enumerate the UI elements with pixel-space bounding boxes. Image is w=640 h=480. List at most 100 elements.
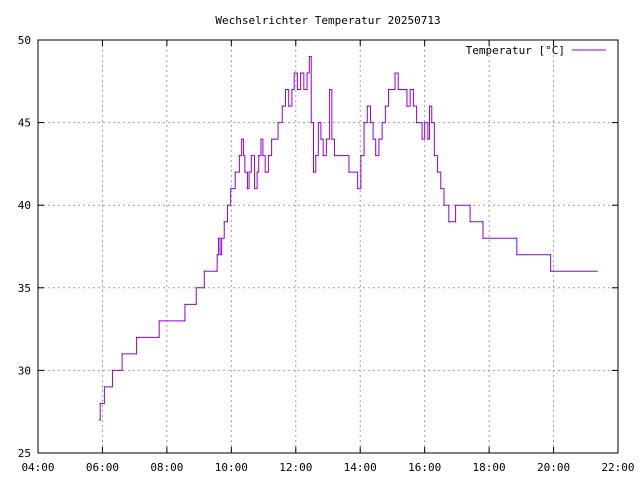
- data-point: [271, 138, 273, 140]
- x-tick-label: 20:00: [537, 461, 570, 474]
- data-point: [353, 171, 355, 173]
- grid-lines: [38, 40, 618, 453]
- data-point: [111, 386, 113, 388]
- data-point: [329, 88, 331, 91]
- data-point: [338, 155, 340, 157]
- data-point: [409, 88, 411, 91]
- data-point: [234, 171, 236, 173]
- series-line-temperatur: [99, 56, 598, 421]
- y-tick-label: 30: [18, 364, 31, 377]
- data-point: [348, 171, 350, 173]
- legend: Temperatur [°C]: [466, 44, 606, 57]
- data-point: [397, 88, 399, 91]
- x-tick-label: 04:00: [21, 461, 54, 474]
- data-point: [331, 138, 333, 140]
- x-tick-label: 12:00: [279, 461, 312, 474]
- data-point: [121, 369, 123, 371]
- data-point: [401, 88, 403, 91]
- data-point: [219, 254, 221, 256]
- data-point: [360, 155, 362, 157]
- data-point: [369, 122, 372, 124]
- data-point: [288, 105, 290, 107]
- data-point: [443, 204, 445, 206]
- data-point: [387, 88, 390, 91]
- legend-label: Temperatur [°C]: [466, 44, 565, 57]
- x-tick-label: 14:00: [344, 461, 377, 474]
- chart-title: Wechselrichter Temperatur 20250713: [215, 14, 440, 27]
- data-point: [416, 122, 418, 124]
- data-point: [184, 320, 186, 322]
- data-point: [256, 171, 258, 173]
- data-point: [325, 138, 327, 140]
- data-point: [184, 303, 186, 305]
- data-point: [99, 402, 101, 405]
- data-point: [375, 155, 377, 157]
- data-point: [384, 105, 386, 107]
- data-point: [260, 138, 262, 140]
- y-tick-label: 45: [18, 117, 31, 130]
- x-tick-label: 18:00: [473, 461, 506, 474]
- data-point: [300, 72, 302, 74]
- data-point: [343, 155, 345, 157]
- data-point: [98, 419, 100, 421]
- data-point: [469, 204, 471, 206]
- data-point: [550, 270, 552, 272]
- series-layer: [98, 55, 598, 421]
- data-point: [306, 72, 308, 74]
- data-point: [267, 155, 269, 157]
- data-point: [455, 204, 457, 206]
- data-point: [246, 188, 249, 190]
- data-point: [317, 122, 319, 124]
- data-point: [312, 171, 315, 173]
- data-point: [482, 237, 484, 239]
- data-point: [515, 237, 518, 239]
- data-point: [258, 155, 260, 157]
- data-point: [303, 88, 305, 91]
- data-point: [253, 188, 256, 190]
- data-point: [221, 237, 223, 239]
- data-point: [244, 171, 246, 173]
- data-point: [262, 155, 264, 157]
- data-point: [238, 155, 240, 157]
- axis-ticks: 04:00 06:00 08:00 10:00 12:00 14:00 16:00 18:00…: [18, 34, 635, 474]
- data-point: [427, 138, 429, 140]
- data-point: [549, 254, 551, 256]
- data-point: [372, 138, 374, 140]
- data-point: [596, 270, 598, 272]
- data-point: [158, 320, 160, 322]
- data-point: [363, 122, 365, 124]
- data-point: [103, 386, 105, 388]
- data-point: [277, 122, 279, 124]
- data-point: [203, 270, 205, 272]
- data-point: [469, 221, 471, 223]
- data-point: [293, 72, 295, 74]
- data-point: [264, 171, 266, 173]
- data-point: [357, 188, 359, 190]
- x-tick-label: 16:00: [408, 461, 441, 474]
- data-point: [366, 105, 368, 107]
- data-point: [195, 303, 197, 305]
- data-point: [428, 105, 431, 107]
- data-point: [103, 402, 105, 405]
- y-tick-label: 40: [18, 199, 31, 212]
- data-point: [242, 155, 245, 157]
- data-point: [248, 171, 250, 173]
- x-tick-label: 10:00: [215, 461, 248, 474]
- x-tick-label: 22:00: [601, 461, 634, 474]
- data-point: [217, 237, 220, 239]
- y-tick-label: 25: [18, 447, 31, 460]
- data-point: [322, 155, 324, 157]
- data-point: [433, 155, 435, 157]
- data-point: [419, 122, 421, 124]
- data-point: [158, 336, 160, 338]
- data-point: [381, 122, 383, 124]
- data-point: [391, 88, 393, 91]
- plot-border: [37, 39, 619, 454]
- y-tick-label: 35: [18, 282, 31, 295]
- data-point: [440, 188, 442, 190]
- data-point: [310, 122, 312, 124]
- x-tick-label: 06:00: [86, 461, 119, 474]
- data-point: [274, 138, 276, 140]
- data-point: [250, 155, 252, 157]
